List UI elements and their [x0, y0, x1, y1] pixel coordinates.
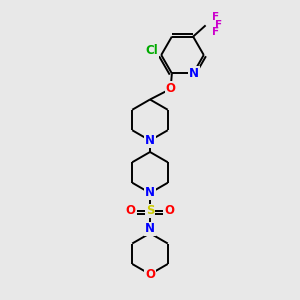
Text: O: O [126, 205, 136, 218]
Text: F: F [212, 12, 219, 22]
Text: N: N [189, 67, 200, 80]
Text: O: O [166, 82, 176, 95]
Text: S: S [146, 205, 154, 218]
Text: F: F [215, 20, 222, 30]
Text: N: N [145, 134, 155, 147]
Text: O: O [145, 268, 155, 281]
Text: N: N [145, 187, 155, 200]
Text: O: O [164, 205, 174, 218]
Text: N: N [145, 223, 155, 236]
Text: Cl: Cl [146, 44, 158, 57]
Text: F: F [212, 27, 219, 37]
